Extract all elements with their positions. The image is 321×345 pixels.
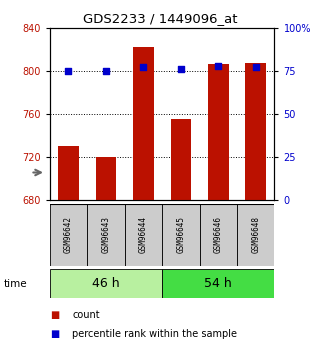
Text: time: time: [3, 279, 27, 289]
Text: 54 h: 54 h: [204, 277, 232, 290]
FancyBboxPatch shape: [162, 204, 200, 266]
Text: GSM96643: GSM96643: [101, 216, 110, 253]
Point: [216, 63, 221, 68]
FancyBboxPatch shape: [50, 204, 87, 266]
Bar: [96, 157, 116, 200]
Text: GSM96642: GSM96642: [64, 216, 73, 253]
FancyBboxPatch shape: [125, 204, 162, 266]
Text: GSM96645: GSM96645: [176, 216, 185, 253]
Text: ■: ■: [50, 310, 59, 319]
Point: [103, 68, 108, 73]
Text: percentile rank within the sample: percentile rank within the sample: [72, 329, 237, 339]
Point: [141, 65, 146, 70]
Text: GSM96648: GSM96648: [251, 216, 260, 253]
Bar: [246, 63, 266, 200]
Text: GDS2233 / 1449096_at: GDS2233 / 1449096_at: [83, 12, 238, 25]
FancyBboxPatch shape: [237, 204, 274, 266]
Text: count: count: [72, 310, 100, 319]
Point: [66, 68, 71, 73]
Point: [178, 66, 183, 72]
FancyBboxPatch shape: [87, 204, 125, 266]
FancyBboxPatch shape: [162, 269, 274, 298]
Bar: [58, 146, 79, 200]
Point: [253, 65, 258, 70]
FancyBboxPatch shape: [200, 204, 237, 266]
Bar: [170, 119, 191, 200]
Text: GSM96646: GSM96646: [214, 216, 223, 253]
Text: GSM96644: GSM96644: [139, 216, 148, 253]
FancyBboxPatch shape: [50, 269, 162, 298]
Bar: [133, 47, 154, 200]
Text: 46 h: 46 h: [92, 277, 120, 290]
Bar: [208, 64, 229, 200]
Text: ■: ■: [50, 329, 59, 339]
